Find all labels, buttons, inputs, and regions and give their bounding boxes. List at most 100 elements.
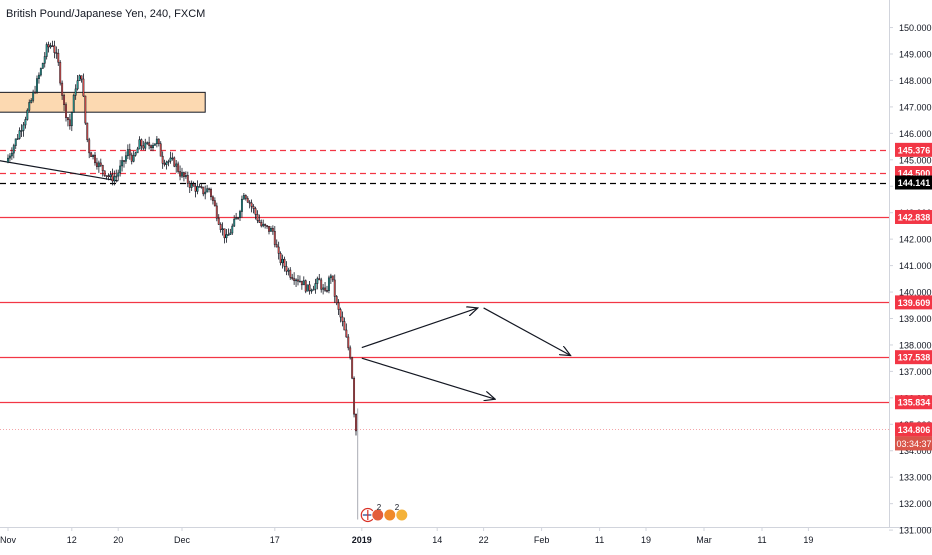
candle-body: [36, 78, 38, 93]
candle-body: [32, 91, 35, 101]
level-price-label: 144.500: [898, 169, 931, 179]
countdown-tag: [895, 436, 932, 451]
candle-body: [72, 95, 75, 113]
candle-body: [173, 157, 176, 167]
candle-body: [252, 206, 255, 209]
projection-arrow[interactable]: [361, 357, 495, 399]
candle-body: [76, 80, 79, 90]
candle-body: [155, 138, 158, 144]
candle-body: [49, 45, 52, 48]
candle-body: [281, 258, 284, 264]
candle-body: [107, 175, 110, 177]
candle-body: [273, 230, 276, 245]
candle-body: [204, 191, 207, 195]
candle-body: [68, 119, 71, 127]
chart-title: British Pound/Japanese Yen, 240, FXCM: [6, 8, 206, 20]
time-tick-label: 19: [803, 535, 813, 545]
time-tick-label: 11: [595, 535, 604, 545]
event-count: 2: [377, 503, 382, 512]
candle-body: [291, 277, 294, 279]
candle-body: [163, 162, 166, 165]
level-price-label: 135.834: [898, 398, 931, 408]
candle-body: [43, 56, 46, 64]
candle-body: [12, 145, 15, 154]
candle-body: [84, 95, 87, 124]
event-count: 2: [395, 503, 400, 512]
candle-body: [208, 188, 211, 190]
candle-body: [14, 138, 17, 146]
candle-body: [242, 195, 245, 200]
level-price-tag[interactable]: [895, 350, 932, 365]
time-tick-label: 22: [479, 535, 489, 545]
candle-body: [250, 202, 253, 207]
support-zone-rect[interactable]: [0, 91, 206, 113]
candle-body: [275, 244, 278, 248]
candle-body: [343, 321, 346, 331]
projection-arrow[interactable]: [483, 307, 571, 356]
candle-body: [215, 205, 218, 219]
last-price-tag[interactable]: [895, 422, 932, 437]
candle-body: [152, 145, 154, 149]
time-tick-label: 11: [757, 535, 766, 545]
time-tick-label: Mar: [696, 535, 712, 545]
level-price-tag[interactable]: [895, 142, 932, 157]
candle-body: [217, 217, 220, 225]
level-price-label: 139.609: [898, 298, 931, 308]
candle-body: [258, 220, 261, 223]
candle-body: [63, 95, 66, 105]
candle-body: [86, 122, 89, 141]
candle-body: [219, 224, 222, 230]
candle-body: [117, 172, 120, 177]
candle-body: [339, 309, 342, 318]
level-price-tag[interactable]: [895, 395, 932, 410]
candle-body: [150, 145, 153, 149]
candle-body: [144, 142, 147, 149]
candle-body: [202, 186, 205, 195]
candle-body: [115, 175, 118, 178]
candle-body: [300, 280, 303, 286]
candle-body: [45, 44, 48, 57]
arrows-layer: [361, 307, 571, 399]
candle-body: [331, 275, 334, 281]
candle-body: [134, 152, 137, 156]
price-tick-label: 138.000: [899, 340, 932, 350]
candle-body: [146, 142, 149, 144]
time-tick-label: 12: [67, 535, 77, 545]
candle-body: [111, 174, 114, 182]
price-tick-label: 148.000: [899, 76, 932, 86]
candle-body: [310, 290, 313, 292]
candle-body: [16, 138, 19, 140]
candle-body: [337, 302, 340, 310]
price-tick-label: 150.000: [899, 23, 932, 33]
time-tick-label: 20: [113, 535, 123, 545]
price-tick-label: 131.000: [899, 526, 932, 536]
candle-body: [324, 287, 327, 291]
trendline[interactable]: [0, 160, 119, 182]
candle-body: [297, 279, 299, 282]
projection-arrow[interactable]: [361, 308, 478, 349]
candle-body: [30, 100, 33, 103]
candle-body: [269, 227, 272, 232]
price-tick-label: 134.000: [899, 446, 932, 456]
candle-body: [194, 185, 197, 192]
price-tick-label: 149.000: [899, 49, 932, 59]
price-tick-label: 133.000: [899, 473, 932, 483]
candle-body: [159, 143, 162, 157]
candle-body: [326, 290, 328, 292]
candle-body: [101, 165, 104, 172]
candle-body: [304, 280, 307, 292]
candle-body: [53, 45, 56, 53]
event-dot[interactable]: [395, 508, 409, 522]
candle-body: [182, 172, 185, 177]
level-price-tag[interactable]: [895, 175, 932, 190]
candle-body: [121, 160, 124, 167]
level-price-tag[interactable]: [895, 295, 932, 310]
candle-body: [318, 278, 321, 281]
candle-body: [10, 152, 13, 157]
level-price-tag[interactable]: [895, 209, 932, 224]
level-price-label: 142.838: [898, 212, 931, 222]
time-tick-label: Nov: [0, 535, 16, 545]
candle-body: [254, 208, 257, 215]
